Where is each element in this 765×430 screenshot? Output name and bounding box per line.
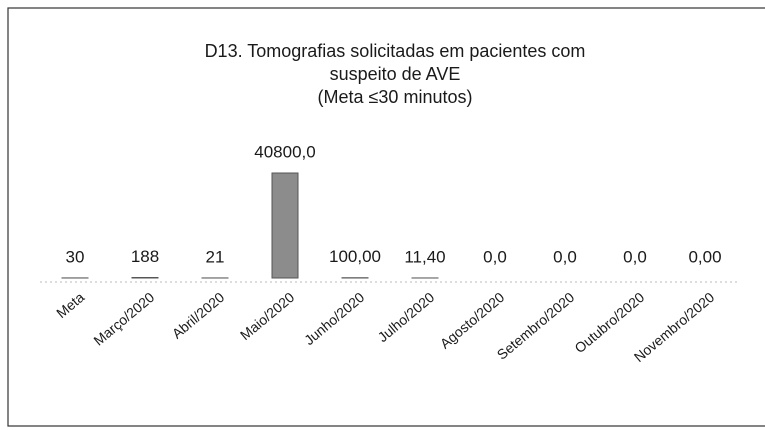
- chart-title: (Meta ≤30 minutos): [318, 87, 473, 107]
- x-tick-label: Julho/2020: [375, 289, 438, 345]
- x-tick-label: Março/2020: [90, 289, 157, 349]
- frame: [7, 7, 765, 427]
- value-label: 21: [206, 247, 225, 266]
- value-label: 0,0: [623, 247, 647, 266]
- x-tick-label: Junho/2020: [301, 289, 368, 348]
- value-label: 0,0: [553, 247, 577, 266]
- value-label: 40800,0: [254, 142, 315, 161]
- x-tick-label: Meta: [53, 289, 87, 321]
- chart-title: suspeito de AVE: [330, 64, 461, 84]
- bar: [271, 172, 299, 279]
- x-tick-label: Abril/2020: [169, 289, 228, 342]
- value-label: 188: [131, 247, 159, 266]
- value-label: 0,0: [483, 247, 507, 266]
- value-label: 0,00: [688, 247, 721, 266]
- x-tick-label: Agosto/2020: [437, 289, 508, 352]
- x-tick-label: Maio/2020: [237, 289, 298, 343]
- value-label: 11,40: [404, 247, 445, 266]
- value-label: 100,00: [329, 247, 381, 266]
- value-label: 30: [66, 247, 85, 266]
- x-tick-label: Outubro/2020: [571, 289, 647, 356]
- chart-title: D13. Tomografias solicitadas em paciente…: [205, 41, 586, 61]
- x-tick-label: Setembro/2020: [494, 289, 578, 363]
